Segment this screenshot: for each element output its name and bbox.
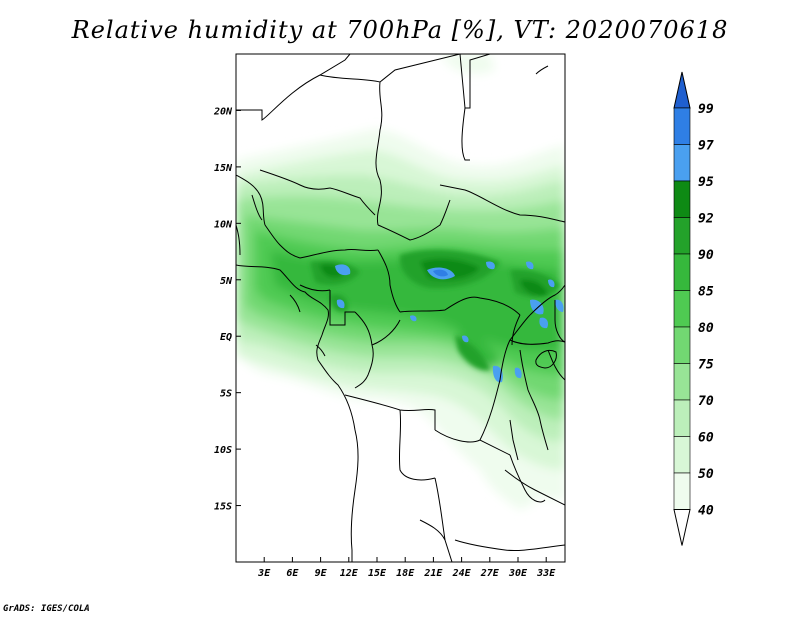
lon-axis: 3E 6E 9E 12E 15E 18E 21E 24E 27E 30E 33E [257,557,556,579]
colorbar-swatch [673,217,691,255]
colorbar-label: 92 [698,212,714,227]
colorbar-swatch [673,107,691,145]
lon-label: 30E [508,568,528,579]
colorbar-swatch [673,326,691,364]
colorbar-label: 80 [698,321,714,336]
lat-label: 10N [214,219,233,230]
lon-label: 3E [257,568,271,579]
colorbar-label: 70 [698,394,714,409]
lon-label: 12E [340,568,359,579]
lat-label: 15S [214,502,232,513]
lon-label: 21E [423,568,443,579]
colorbar-label: 99 [698,102,714,117]
map-title: Relative humidity at 700hPa [%], VT: 202… [71,16,729,44]
humidity-field [236,54,565,510]
lat-axis: 20N 15N 10N 5N EQ 5S 10S 15S [213,106,241,513]
lon-label: 27E [480,568,500,579]
lon-label: 9E [315,568,328,579]
colorbar-label: 50 [698,467,714,482]
map-frame [235,53,566,563]
lat-label: 10S [214,445,232,456]
colorbar-label: 85 [698,285,714,300]
colorbar: 99 97 95 92 90 85 80 75 70 60 50 40 [673,71,714,546]
colorbar-label: 40 [698,504,714,519]
colorbar-swatch [673,253,691,291]
colorbar-label: 97 [698,139,714,154]
colorbar-swatch [673,144,691,182]
lon-label: 15E [368,568,387,579]
colorbar-swatch [673,436,691,474]
lat-label: 5N [220,276,233,287]
colorbar-label: 75 [698,358,714,373]
lon-label: 24E [452,568,472,579]
lat-label: 15N [214,163,233,174]
colorbar-max-arrow [673,71,691,109]
lat-label: EQ [220,332,232,343]
lon-label: 33E [536,568,556,579]
colorbar-label: 90 [698,248,714,263]
colorbar-min-arrow [673,509,691,546]
high-humidity-spots [335,261,564,383]
colorbar-swatch [673,180,691,218]
grads-credit: GrADS: IGES/COLA [3,604,90,614]
lon-label: 6E [286,568,299,579]
colorbar-label: 60 [698,431,714,446]
colorbar-swatch [673,363,691,401]
lat-label: 5S [220,389,232,400]
colorbar-label: 95 [698,175,714,190]
colorbar-swatch [673,472,691,510]
lon-label: 18E [396,568,415,579]
lat-label: 20N [213,106,233,117]
colorbar-swatch [673,399,691,437]
colorbar-swatch [673,290,691,328]
